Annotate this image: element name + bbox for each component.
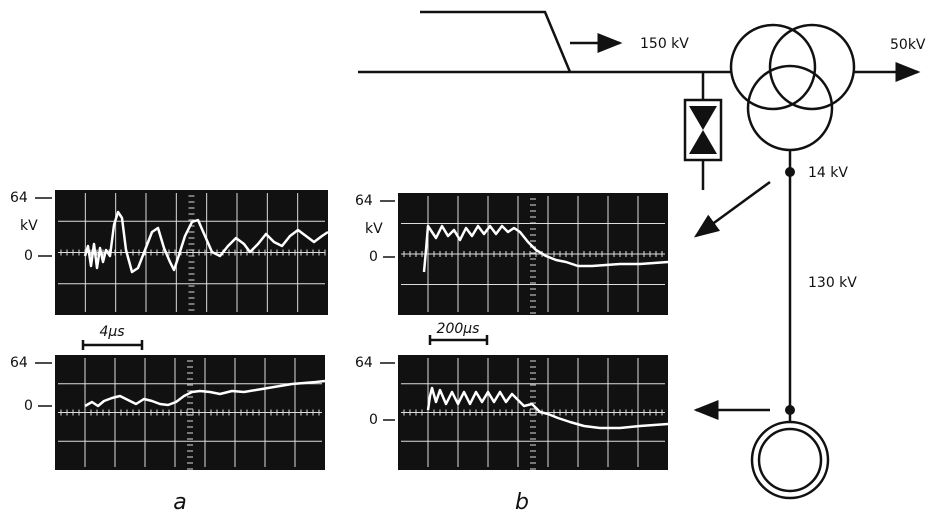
scope-top-label: 64 — [10, 355, 28, 371]
panel-label: b — [515, 490, 529, 515]
scope-zero-label: 0 — [369, 249, 378, 265]
time-scale: 200µs — [437, 321, 480, 337]
scope-unit: kV — [365, 221, 383, 237]
voltage-label: 14 kV — [808, 165, 848, 181]
scope-zero-label: 0 — [24, 248, 33, 264]
node — [785, 405, 795, 415]
panel-label: a — [173, 490, 186, 515]
time-scale: 4µs — [99, 324, 124, 340]
scope-top-label: 64 — [10, 190, 28, 206]
scope-unit: kV — [20, 218, 38, 234]
figure: 4µs 200µs a b 150 kV 50kV 14 kV 130 kV 6… — [0, 0, 928, 515]
oscilloscope-group — [55, 190, 668, 470]
node — [785, 167, 795, 177]
generator — [752, 422, 828, 498]
scope-zero-label: 0 — [369, 412, 378, 428]
voltage-label: 130 kV — [808, 275, 857, 291]
time-bracket — [83, 340, 142, 350]
incoming-line — [420, 12, 570, 72]
scope-top-label: 64 — [355, 193, 373, 209]
generator — [759, 429, 821, 491]
voltage-label: 50kV — [890, 37, 926, 53]
scope-zero-label: 0 — [24, 398, 33, 414]
arrow — [696, 182, 770, 236]
arrester-symbol — [689, 106, 717, 154]
voltage-label: 150 kV — [640, 36, 689, 52]
scope-top-label: 64 — [355, 355, 373, 371]
